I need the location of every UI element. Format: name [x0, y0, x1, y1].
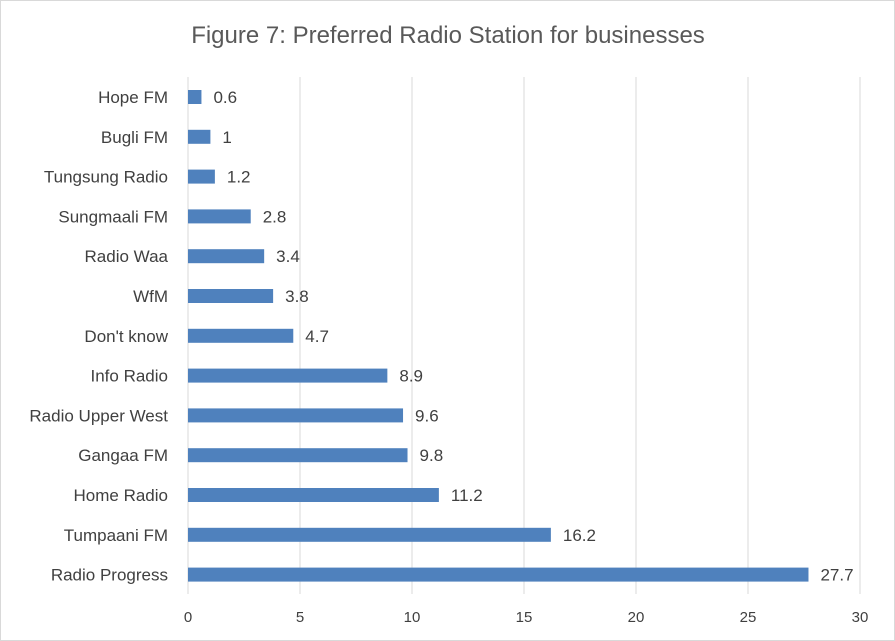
x-axis-tick-labels: 0 5 10 15 20 25 30: [184, 609, 869, 626]
x-tick-label: 20: [628, 609, 645, 626]
data-label: 1: [222, 128, 231, 147]
category-label: Radio Waa: [85, 247, 169, 266]
data-label: 0.6: [213, 88, 237, 107]
bar: [188, 368, 388, 383]
data-label: 2.8: [263, 207, 287, 226]
bar: [188, 328, 294, 343]
category-label: Radio Progress: [51, 566, 168, 585]
data-label: 9.6: [415, 406, 439, 425]
category-label: Info Radio: [91, 367, 169, 386]
data-labels: 0.611.22.83.43.84.78.99.69.811.216.227.7: [213, 88, 853, 585]
data-label: 1.2: [227, 168, 251, 187]
data-label: 3.4: [276, 247, 300, 266]
bar: [188, 90, 202, 104]
category-label: Tungsung Radio: [44, 168, 168, 187]
x-tick-label: 25: [740, 609, 757, 626]
x-tick-label: 15: [516, 609, 533, 626]
category-label: WfM: [133, 287, 168, 306]
bar: [188, 567, 809, 582]
bar: [188, 209, 251, 224]
bars: [188, 90, 809, 582]
bar: [188, 488, 439, 502]
category-label: Radio Upper West: [29, 406, 168, 425]
data-label: 8.9: [399, 367, 423, 386]
data-label: 11.2: [451, 486, 483, 505]
x-tick-label: 10: [404, 609, 421, 626]
category-label: Tumpaani FM: [64, 526, 168, 545]
data-label: 9.8: [420, 446, 444, 465]
bar: [188, 527, 551, 542]
bar: [188, 408, 404, 423]
x-tick-label: 5: [296, 609, 304, 626]
chart-title: Figure 7: Preferred Radio Station for bu…: [191, 22, 705, 49]
gridlines: [187, 77, 861, 594]
bar: [188, 289, 274, 303]
data-label: 16.2: [563, 526, 596, 545]
bar: [188, 448, 408, 463]
bar: [188, 169, 215, 184]
category-label: Don't know: [84, 327, 168, 346]
category-label: Home Radio: [74, 486, 169, 505]
category-label: Gangaa FM: [78, 446, 168, 465]
data-label: 4.7: [305, 327, 329, 346]
category-label: Hope FM: [98, 88, 168, 107]
bar: [188, 129, 211, 144]
category-label: Sungmaali FM: [58, 207, 168, 226]
data-label: 27.7: [820, 566, 853, 585]
x-tick-label: 30: [852, 609, 869, 626]
category-label: Bugli FM: [101, 128, 168, 147]
bar: [188, 249, 265, 264]
x-tick-label: 0: [184, 609, 192, 626]
data-label: 3.8: [285, 287, 309, 306]
category-labels: Hope FM Bugli FM Tungsung Radio Sungmaali F…: [29, 88, 168, 585]
